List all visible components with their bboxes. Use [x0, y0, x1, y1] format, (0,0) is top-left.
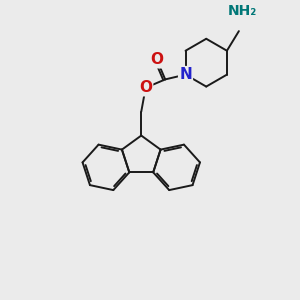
Text: N: N: [179, 67, 192, 82]
Text: NH₂: NH₂: [228, 4, 257, 18]
Text: O: O: [139, 80, 152, 95]
Text: O: O: [150, 52, 164, 67]
